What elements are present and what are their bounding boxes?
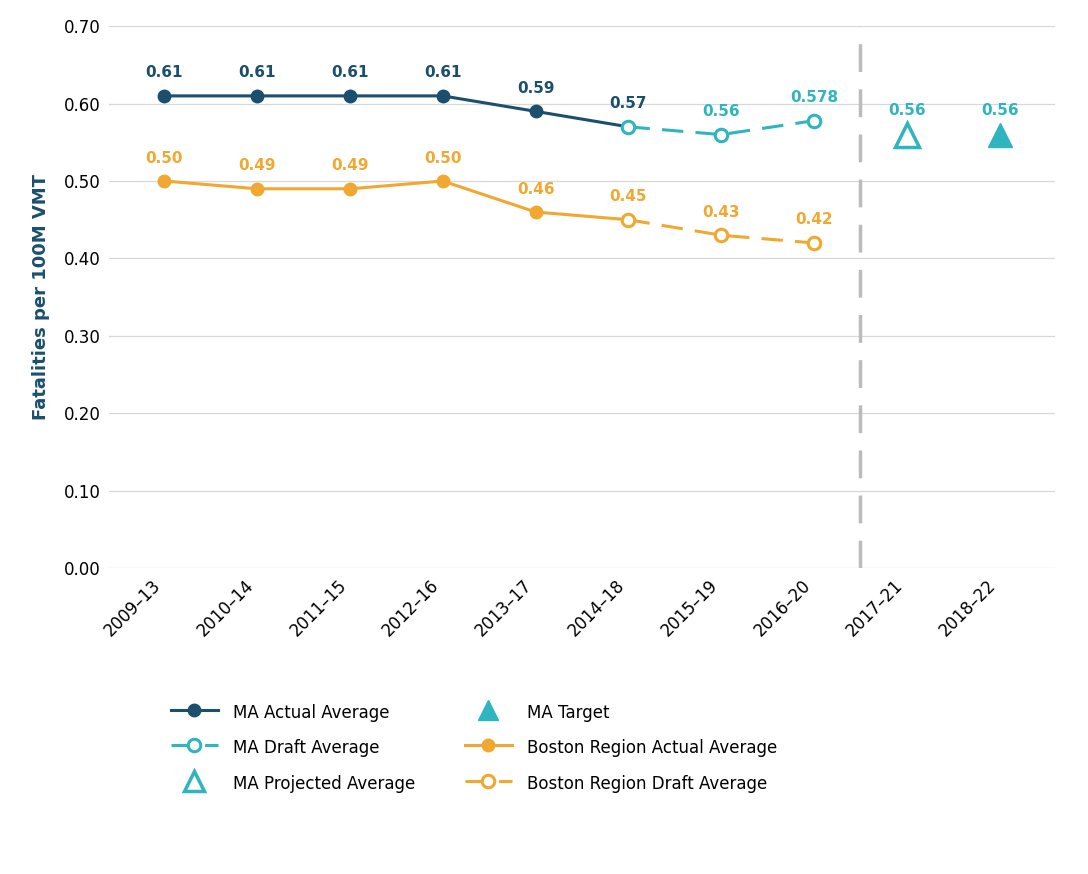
Text: 0.46: 0.46	[517, 182, 555, 197]
Text: 0.56: 0.56	[981, 102, 1018, 118]
Text: 0.43: 0.43	[703, 205, 740, 219]
Legend: MA Actual Average, MA Draft Average, MA Projected Average, MA Target, Boston Reg: MA Actual Average, MA Draft Average, MA …	[164, 696, 783, 800]
Text: 0.578: 0.578	[790, 90, 838, 105]
Text: 0.45: 0.45	[609, 190, 647, 205]
Text: 0.61: 0.61	[146, 66, 183, 80]
Y-axis label: Fatalities per 100M VMT: Fatalities per 100M VMT	[32, 174, 50, 420]
Text: 0.61: 0.61	[424, 66, 461, 80]
Text: 0.49: 0.49	[238, 158, 276, 173]
Text: 0.56: 0.56	[703, 104, 740, 119]
Text: 0.59: 0.59	[517, 81, 555, 96]
Text: 0.50: 0.50	[424, 150, 461, 165]
Text: 0.49: 0.49	[332, 158, 369, 173]
Text: 0.61: 0.61	[332, 66, 369, 80]
Text: 0.57: 0.57	[609, 96, 647, 111]
Text: 0.42: 0.42	[795, 212, 833, 227]
Text: 0.56: 0.56	[888, 102, 926, 118]
Text: 0.61: 0.61	[238, 66, 276, 80]
Text: 0.50: 0.50	[146, 150, 183, 165]
